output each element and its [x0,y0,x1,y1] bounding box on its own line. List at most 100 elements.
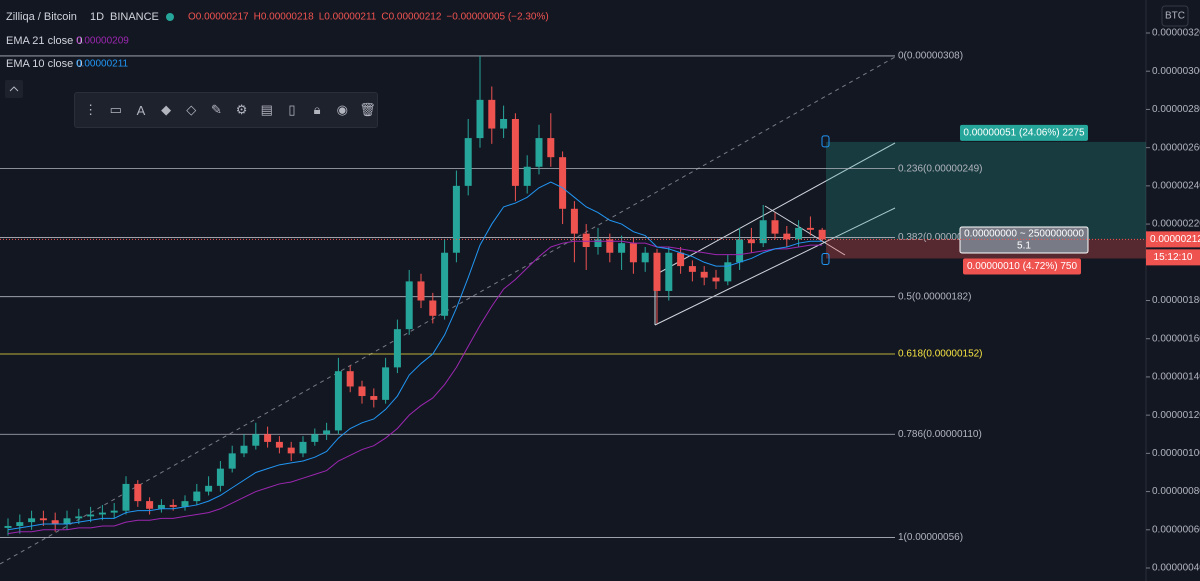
candle-body [500,118,508,129]
candle-body [559,157,567,209]
drawing-toolbar: ⋮ ▭ A ◆ ◇ ✎ ⚙ ▤ ▯ 🔒︎ ◉ 🗑︎ [74,92,378,128]
tool-button[interactable]: A [136,102,146,118]
countdown-box [1146,249,1200,266]
tool-button[interactable]: ▤ [260,102,273,117]
channel-line [654,207,896,326]
candle-body [818,229,826,240]
currency: BTC [1165,11,1185,22]
candle-body [75,516,83,519]
tool-button[interactable]: 🗑︎ [359,102,376,117]
candle-body [441,252,449,316]
candle-body [629,243,637,263]
fib-label: 0.618(0.00000152) [898,349,983,360]
candle-body [747,239,755,244]
ohlc-value: L0.00000211 [319,12,377,23]
candle-body [594,239,602,247]
candle-body [146,501,154,509]
candle-body [264,434,272,442]
candle-body [63,518,71,525]
y-tick-label: 0.00000240 [1152,180,1200,191]
candle-body [358,386,366,397]
candle-body [783,233,791,240]
candle-body [476,99,484,139]
candle-body [323,430,331,435]
ema-line [7,181,823,531]
y-tick-label: 0.00000260 [1152,142,1200,153]
y-tick-label: 0.00000140 [1152,372,1200,383]
candle-body [39,518,47,521]
candle-body [653,252,661,291]
ema-line [7,240,823,535]
tool-button[interactable]: ▭ [109,102,122,117]
tool-button[interactable]: ◉ [336,102,348,117]
y-tick-label: 0.00000040 [1152,563,1200,574]
tool-button[interactable]: ✎ [210,102,222,117]
collapse-button[interactable] [5,80,23,98]
candle-body [488,99,496,129]
candle-body [641,252,649,263]
y-tick-label: 0.00000320 [1152,28,1200,39]
ohlc-value: −0.00000005 (−2.30%) [446,12,548,23]
candle-body [677,252,685,267]
candle-body [452,185,460,253]
y-tick-label: 0.00000160 [1152,333,1200,344]
candle-body [205,485,213,492]
legend-name: EMA 10 close 0 [6,58,82,70]
fib-label: 0.236(0.00000249) [898,163,983,174]
candle-body [87,514,95,517]
candle-body [795,227,803,240]
candle-body [193,491,201,502]
candle-body [181,501,189,507]
currency-box[interactable] [1161,5,1189,27]
fib-label: 0(0.00000308) [898,51,963,62]
target-label: 0.00000051 (24.06%) 2275 [963,128,1085,139]
tool-button[interactable]: 🔒︎ [313,102,321,117]
tool-button[interactable]: ◆ [161,102,172,117]
candle-body [157,504,165,509]
handle [821,252,830,265]
candle-body [228,453,236,469]
candle-body [28,518,36,523]
candle-body [122,483,130,511]
candle-body [535,138,543,167]
candle-body [724,262,732,282]
candle-body [110,510,118,513]
y-tick-label: 0.00000080 [1152,486,1200,497]
handle [821,135,830,148]
candle-body [618,243,626,253]
tool-button[interactable]: ▯ [288,102,296,117]
candle-body [570,208,578,234]
candle-body [688,266,696,272]
y-tick-label: 0.00000120 [1152,410,1200,421]
interval: 1D [90,11,104,23]
tool-button[interactable]: ◇ [186,102,197,117]
symbol: Zilliqa / Bitcoin [6,11,77,23]
drag-handle[interactable]: ⋮ [84,102,98,117]
candle-body [665,252,673,291]
candle-body [240,445,248,454]
stop-label: 0.00000010 (4.72%) 750 [967,261,1078,272]
candle-body [582,233,590,247]
target-label-box [960,124,1088,141]
ohlc-value: O0.00000217 [188,12,249,23]
candle-body [700,271,708,278]
candle-body [806,227,814,230]
center-label-box [959,226,1089,254]
fib-label: 1(0.00000056) [898,532,963,543]
tool-button[interactable]: ⚙ [235,102,248,117]
candle-body [299,441,307,454]
candle-body [464,138,472,186]
last-price: 0.00000212 [1150,234,1200,245]
ohlc-value: C0.00000212 [381,12,441,23]
candle-body [216,468,224,486]
candle-body [523,166,531,186]
y-tick-label: 0.00000100 [1152,448,1200,459]
fib-label: 0.382(0.00000213) [898,232,983,243]
y-tick-label: 0.00000220 [1152,219,1200,230]
candle-body [252,434,260,446]
candle-body [771,220,779,234]
candle-body [134,483,142,502]
candle-body [393,329,401,368]
